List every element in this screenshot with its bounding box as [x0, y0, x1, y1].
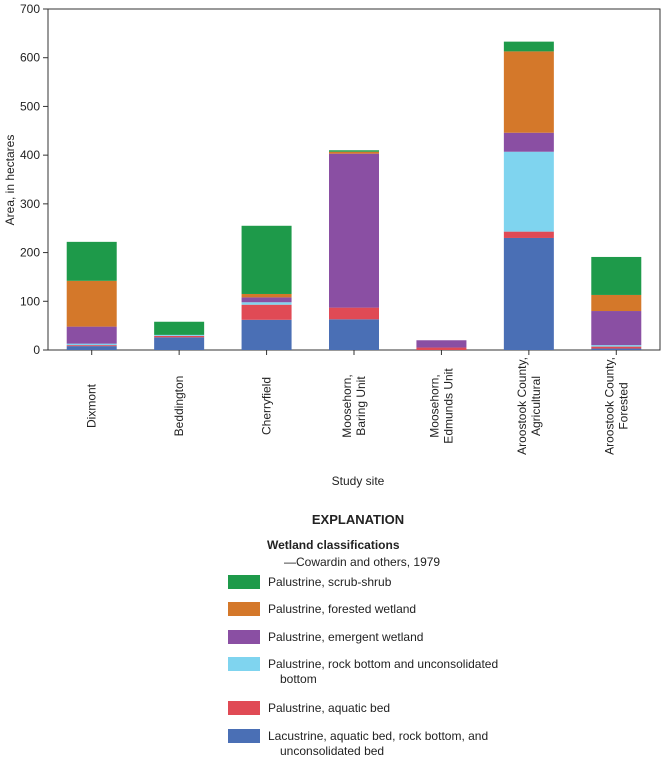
bar-segment	[329, 153, 379, 308]
legend-label: Palustrine, scrub-shrub	[268, 575, 392, 589]
x-tick-label: Aroostook County,	[515, 357, 529, 455]
bar-segment	[591, 348, 642, 350]
bar-segment	[154, 321, 205, 335]
bar-segment	[503, 151, 554, 232]
bar-segment	[591, 311, 642, 346]
bar-segment	[329, 151, 379, 154]
bar-segment	[154, 337, 205, 350]
bar-segment	[154, 335, 205, 338]
y-tick-label: 300	[20, 197, 40, 211]
legend-swatch	[228, 729, 260, 743]
x-tick-label: Cherryfield	[260, 377, 274, 435]
bar-segment	[503, 237, 554, 350]
bar-segment	[241, 304, 292, 320]
x-tick-label: Baring Unit	[354, 376, 368, 436]
bar-segment	[329, 307, 379, 320]
y-tick-label: 600	[20, 51, 40, 65]
x-tick-label: Agricultural	[529, 376, 543, 436]
y-tick-label: 100	[20, 294, 40, 308]
x-tick-label: Forested	[616, 382, 630, 429]
x-tick-label: Dixmont	[85, 383, 99, 428]
x-tick-label: Aroostook County,	[602, 357, 616, 455]
legend-swatch	[228, 701, 260, 715]
bar-segment	[503, 231, 554, 238]
bar-segment	[503, 132, 554, 152]
bar-segment	[241, 319, 292, 350]
legend-swatch	[228, 630, 260, 644]
x-tick-label: Moosehorn,	[427, 374, 441, 437]
bar-segment	[66, 343, 117, 346]
bar-segment	[329, 319, 379, 350]
bar-segment	[591, 256, 642, 295]
y-axis-title: Area, in hectares	[3, 135, 17, 226]
bar-segment	[241, 225, 292, 294]
y-tick-label: 700	[20, 2, 40, 16]
legend-swatch	[228, 602, 260, 616]
legend-swatch	[228, 657, 260, 671]
legend-label: Palustrine, rock bottom and unconsolidat…	[268, 657, 499, 686]
legend-subtitle: Wetland classifications	[267, 538, 400, 552]
bar-segment	[241, 293, 292, 298]
bar-segment	[416, 340, 467, 348]
bar-segment	[591, 346, 642, 349]
x-axis-title: Study site	[332, 474, 385, 488]
y-tick-label: 500	[20, 99, 40, 113]
bar-segment	[503, 41, 554, 52]
bar-segment	[66, 280, 117, 327]
x-tick-label: Beddington	[172, 376, 186, 437]
legend-note: —Cowardin and others, 1979	[284, 555, 441, 569]
bar-segment	[66, 241, 117, 281]
bar-segment	[329, 150, 379, 152]
bar-segment	[503, 51, 554, 133]
legend-swatch	[228, 575, 260, 589]
legend-label: Palustrine, aquatic bed	[268, 701, 391, 715]
y-tick-label: 200	[20, 246, 40, 260]
bar-segment	[66, 326, 117, 344]
legend-label: Lacustrine, aquatic bed, rock bottom, an…	[268, 729, 489, 758]
legend-label: Palustrine, emergent wetland	[268, 630, 424, 644]
y-tick-label: 400	[20, 148, 40, 162]
bar-segment	[241, 302, 292, 305]
y-tick-label: 0	[33, 343, 40, 357]
bar-segment	[66, 346, 117, 350]
bar-segment	[591, 294, 642, 312]
bar-segment	[66, 345, 117, 347]
bar-segment	[154, 334, 205, 336]
legend-label: Palustrine, forested wetland	[268, 602, 417, 616]
bar-segment	[591, 345, 642, 347]
x-tick-label: Moosehorn,	[340, 374, 354, 437]
x-tick-label: Edmunds Unit	[441, 368, 455, 444]
legend-title: EXPLANATION	[311, 512, 405, 527]
chart: Area, in hectares Study site 0 100 200 300 4…	[3, 2, 661, 488]
bar-segment	[241, 297, 292, 303]
bar-segment	[416, 347, 467, 350]
